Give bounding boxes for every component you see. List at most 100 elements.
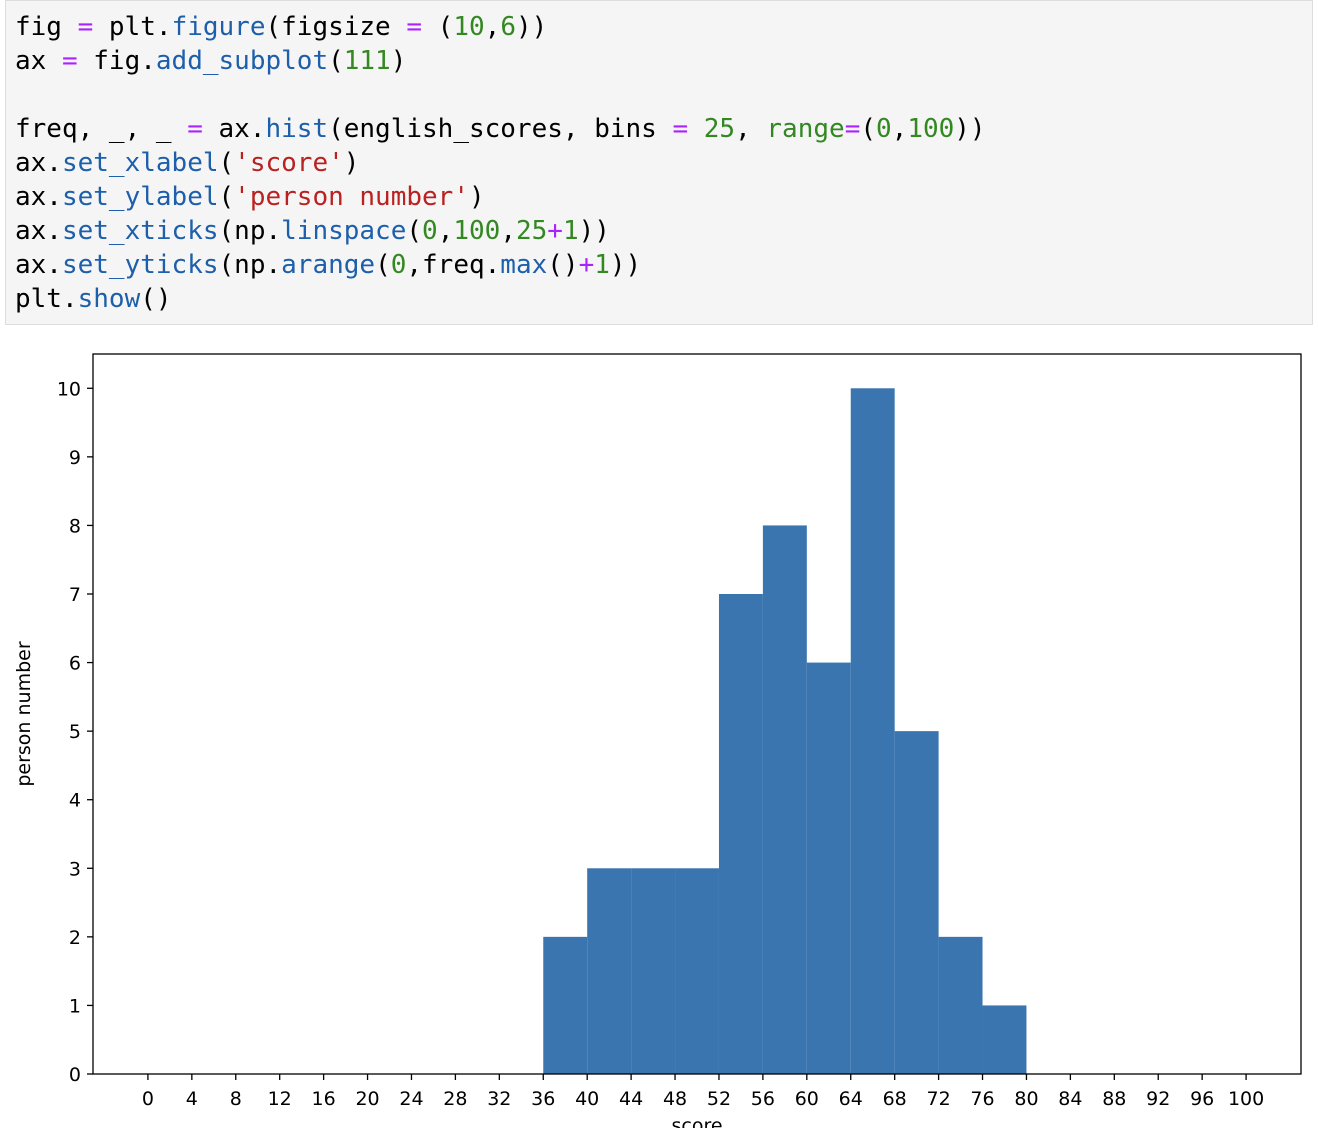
code-token: = xyxy=(844,114,861,144)
y-tick-label: 3 xyxy=(69,858,81,880)
code-token: = xyxy=(187,114,203,144)
code-token: + xyxy=(547,216,563,246)
code-token: fig. xyxy=(77,46,156,76)
code-token: range xyxy=(766,114,845,144)
code-token: ( xyxy=(422,12,454,42)
x-tick-label: 0 xyxy=(142,1088,154,1110)
x-tick-label: 52 xyxy=(707,1088,731,1110)
y-tick-label: 2 xyxy=(69,927,81,949)
x-tick-label: 24 xyxy=(399,1088,423,1110)
code-token: 'person number' xyxy=(234,182,469,212)
y-tick-label: 6 xyxy=(69,653,81,675)
x-tick-label: 80 xyxy=(1014,1088,1038,1110)
bar xyxy=(587,868,632,1074)
code-token: show xyxy=(77,284,141,314)
y-tick-label: 9 xyxy=(69,447,81,469)
code-token: ( xyxy=(860,114,876,144)
bar xyxy=(675,868,719,1074)
code-token: 6 xyxy=(500,12,516,42)
x-tick-label: 20 xyxy=(355,1088,379,1110)
code-token: ) xyxy=(390,46,407,76)
code-token: = xyxy=(77,12,94,42)
x-tick-label: 64 xyxy=(839,1088,863,1110)
code-token: 10 xyxy=(453,12,485,42)
code-token: figure xyxy=(171,12,266,42)
bar xyxy=(850,388,895,1074)
code-token: 25 xyxy=(515,216,548,246)
x-tick-label: 28 xyxy=(443,1088,467,1110)
code-token: set_ylabel xyxy=(61,182,219,212)
code-token: ) xyxy=(468,182,485,212)
code-token: ( xyxy=(406,216,423,246)
code-token: plt. xyxy=(15,284,78,314)
code-token: ax. xyxy=(15,216,62,246)
code-token: 0 xyxy=(390,250,407,280)
code-token: 0 xyxy=(876,114,892,144)
bar xyxy=(762,525,807,1074)
code-token: , xyxy=(891,114,908,144)
code-token: 100 xyxy=(907,114,955,144)
code-token: ) xyxy=(343,148,360,178)
code-token: freq, _, _ xyxy=(15,114,188,144)
x-tick-label: 32 xyxy=(487,1088,511,1110)
code-token: )) xyxy=(515,12,548,42)
code-line: ax.set_yticks(np.arange(0,freq.max()+1)) xyxy=(15,248,1312,282)
x-tick-label: 88 xyxy=(1102,1088,1126,1110)
x-tick-label: 44 xyxy=(619,1088,643,1110)
code-line: plt.show() xyxy=(15,282,1312,316)
code-token: 'score' xyxy=(234,148,344,178)
bar xyxy=(806,662,851,1074)
code-token: ,freq. xyxy=(406,250,501,280)
code-token: linspace xyxy=(281,216,407,246)
x-tick-label: 72 xyxy=(927,1088,951,1110)
code-token: ax. xyxy=(15,182,62,212)
code-token: 1 xyxy=(594,250,610,280)
x-tick-label: 60 xyxy=(795,1088,819,1110)
code-token xyxy=(688,114,704,144)
code-line: fig = plt.figure(figsize = (10,6)) xyxy=(15,10,1312,44)
code-token: fig xyxy=(15,12,78,42)
y-tick-label: 4 xyxy=(69,790,81,812)
code-line: ax.set_xticks(np.linspace(0,100,25+1)) xyxy=(15,214,1312,248)
code-token: + xyxy=(578,250,595,280)
code-token: 0 xyxy=(422,216,438,246)
code-token: set_xlabel xyxy=(61,148,219,178)
bar xyxy=(982,1005,1027,1074)
code-token: ( xyxy=(375,250,391,280)
x-tick-label: 8 xyxy=(230,1088,242,1110)
x-tick-label: 16 xyxy=(312,1088,336,1110)
x-tick-label: 76 xyxy=(970,1088,994,1110)
code-line: ax.set_ylabel('person number') xyxy=(15,180,1312,214)
code-token: () xyxy=(140,284,172,314)
code-token: )) xyxy=(954,114,986,144)
code-token: ( xyxy=(218,182,235,212)
code-token: , xyxy=(437,216,454,246)
code-token: hist xyxy=(265,114,329,144)
y-tick-label: 7 xyxy=(69,584,81,606)
code-token: ( xyxy=(328,46,344,76)
code-token: set_yticks xyxy=(61,250,219,280)
code-token: (figsize xyxy=(265,12,407,42)
code-token: (np. xyxy=(218,216,282,246)
code-token: ax. xyxy=(202,114,266,144)
x-tick-label: 100 xyxy=(1228,1088,1264,1110)
x-tick-label: 96 xyxy=(1190,1088,1214,1110)
code-line xyxy=(15,78,1312,112)
x-tick-label: 40 xyxy=(575,1088,599,1110)
code-token: set_xticks xyxy=(61,216,219,246)
code-token: , xyxy=(735,114,767,144)
code-token: max xyxy=(500,250,548,280)
x-tick-label: 36 xyxy=(531,1088,555,1110)
x-tick-label: 84 xyxy=(1058,1088,1082,1110)
code-token: 111 xyxy=(343,46,391,76)
code-token: = xyxy=(672,114,689,144)
code-token: , xyxy=(500,216,516,246)
code-token: = xyxy=(61,46,78,76)
y-tick-label: 5 xyxy=(69,721,81,743)
x-axis-label: score xyxy=(671,1115,722,1128)
y-tick-label: 1 xyxy=(69,995,81,1017)
code-token: 1 xyxy=(562,216,579,246)
x-tick-label: 56 xyxy=(751,1088,775,1110)
bar xyxy=(894,731,939,1074)
